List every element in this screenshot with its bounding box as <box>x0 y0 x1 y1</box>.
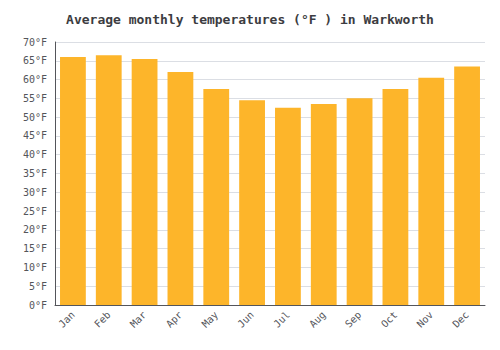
svg-text:Jan: Jan <box>56 309 77 330</box>
svg-text:Oct: Oct <box>379 309 400 330</box>
svg-text:10°F: 10°F <box>23 262 47 273</box>
svg-text:Dec: Dec <box>450 309 471 330</box>
svg-text:65°F: 65°F <box>23 55 47 66</box>
svg-text:Mar: Mar <box>128 309 149 330</box>
svg-text:25°F: 25°F <box>23 206 47 217</box>
svg-text:Feb: Feb <box>92 309 113 330</box>
svg-text:Nov: Nov <box>415 309 436 330</box>
svg-text:60°F: 60°F <box>23 74 47 85</box>
svg-text:70°F: 70°F <box>23 37 47 48</box>
svg-text:30°F: 30°F <box>23 187 47 198</box>
svg-text:50°F: 50°F <box>23 112 47 123</box>
svg-text:0°F: 0°F <box>29 300 47 311</box>
svg-text:40°F: 40°F <box>23 149 47 160</box>
svg-text:20°F: 20°F <box>23 224 47 235</box>
svg-text:5°F: 5°F <box>29 281 47 292</box>
svg-text:45°F: 45°F <box>23 130 47 141</box>
svg-text:35°F: 35°F <box>23 168 47 179</box>
svg-text:Apr: Apr <box>164 309 185 330</box>
svg-text:Average monthly temperatures (: Average monthly temperatures (°F ) in Wa… <box>66 12 434 27</box>
svg-text:Jul: Jul <box>271 309 292 330</box>
svg-text:Jun: Jun <box>235 309 256 330</box>
svg-text:55°F: 55°F <box>23 93 47 104</box>
svg-text:Sep: Sep <box>343 309 364 330</box>
svg-text:May: May <box>200 309 221 330</box>
svg-text:15°F: 15°F <box>23 243 47 254</box>
svg-text:Aug: Aug <box>307 309 328 330</box>
